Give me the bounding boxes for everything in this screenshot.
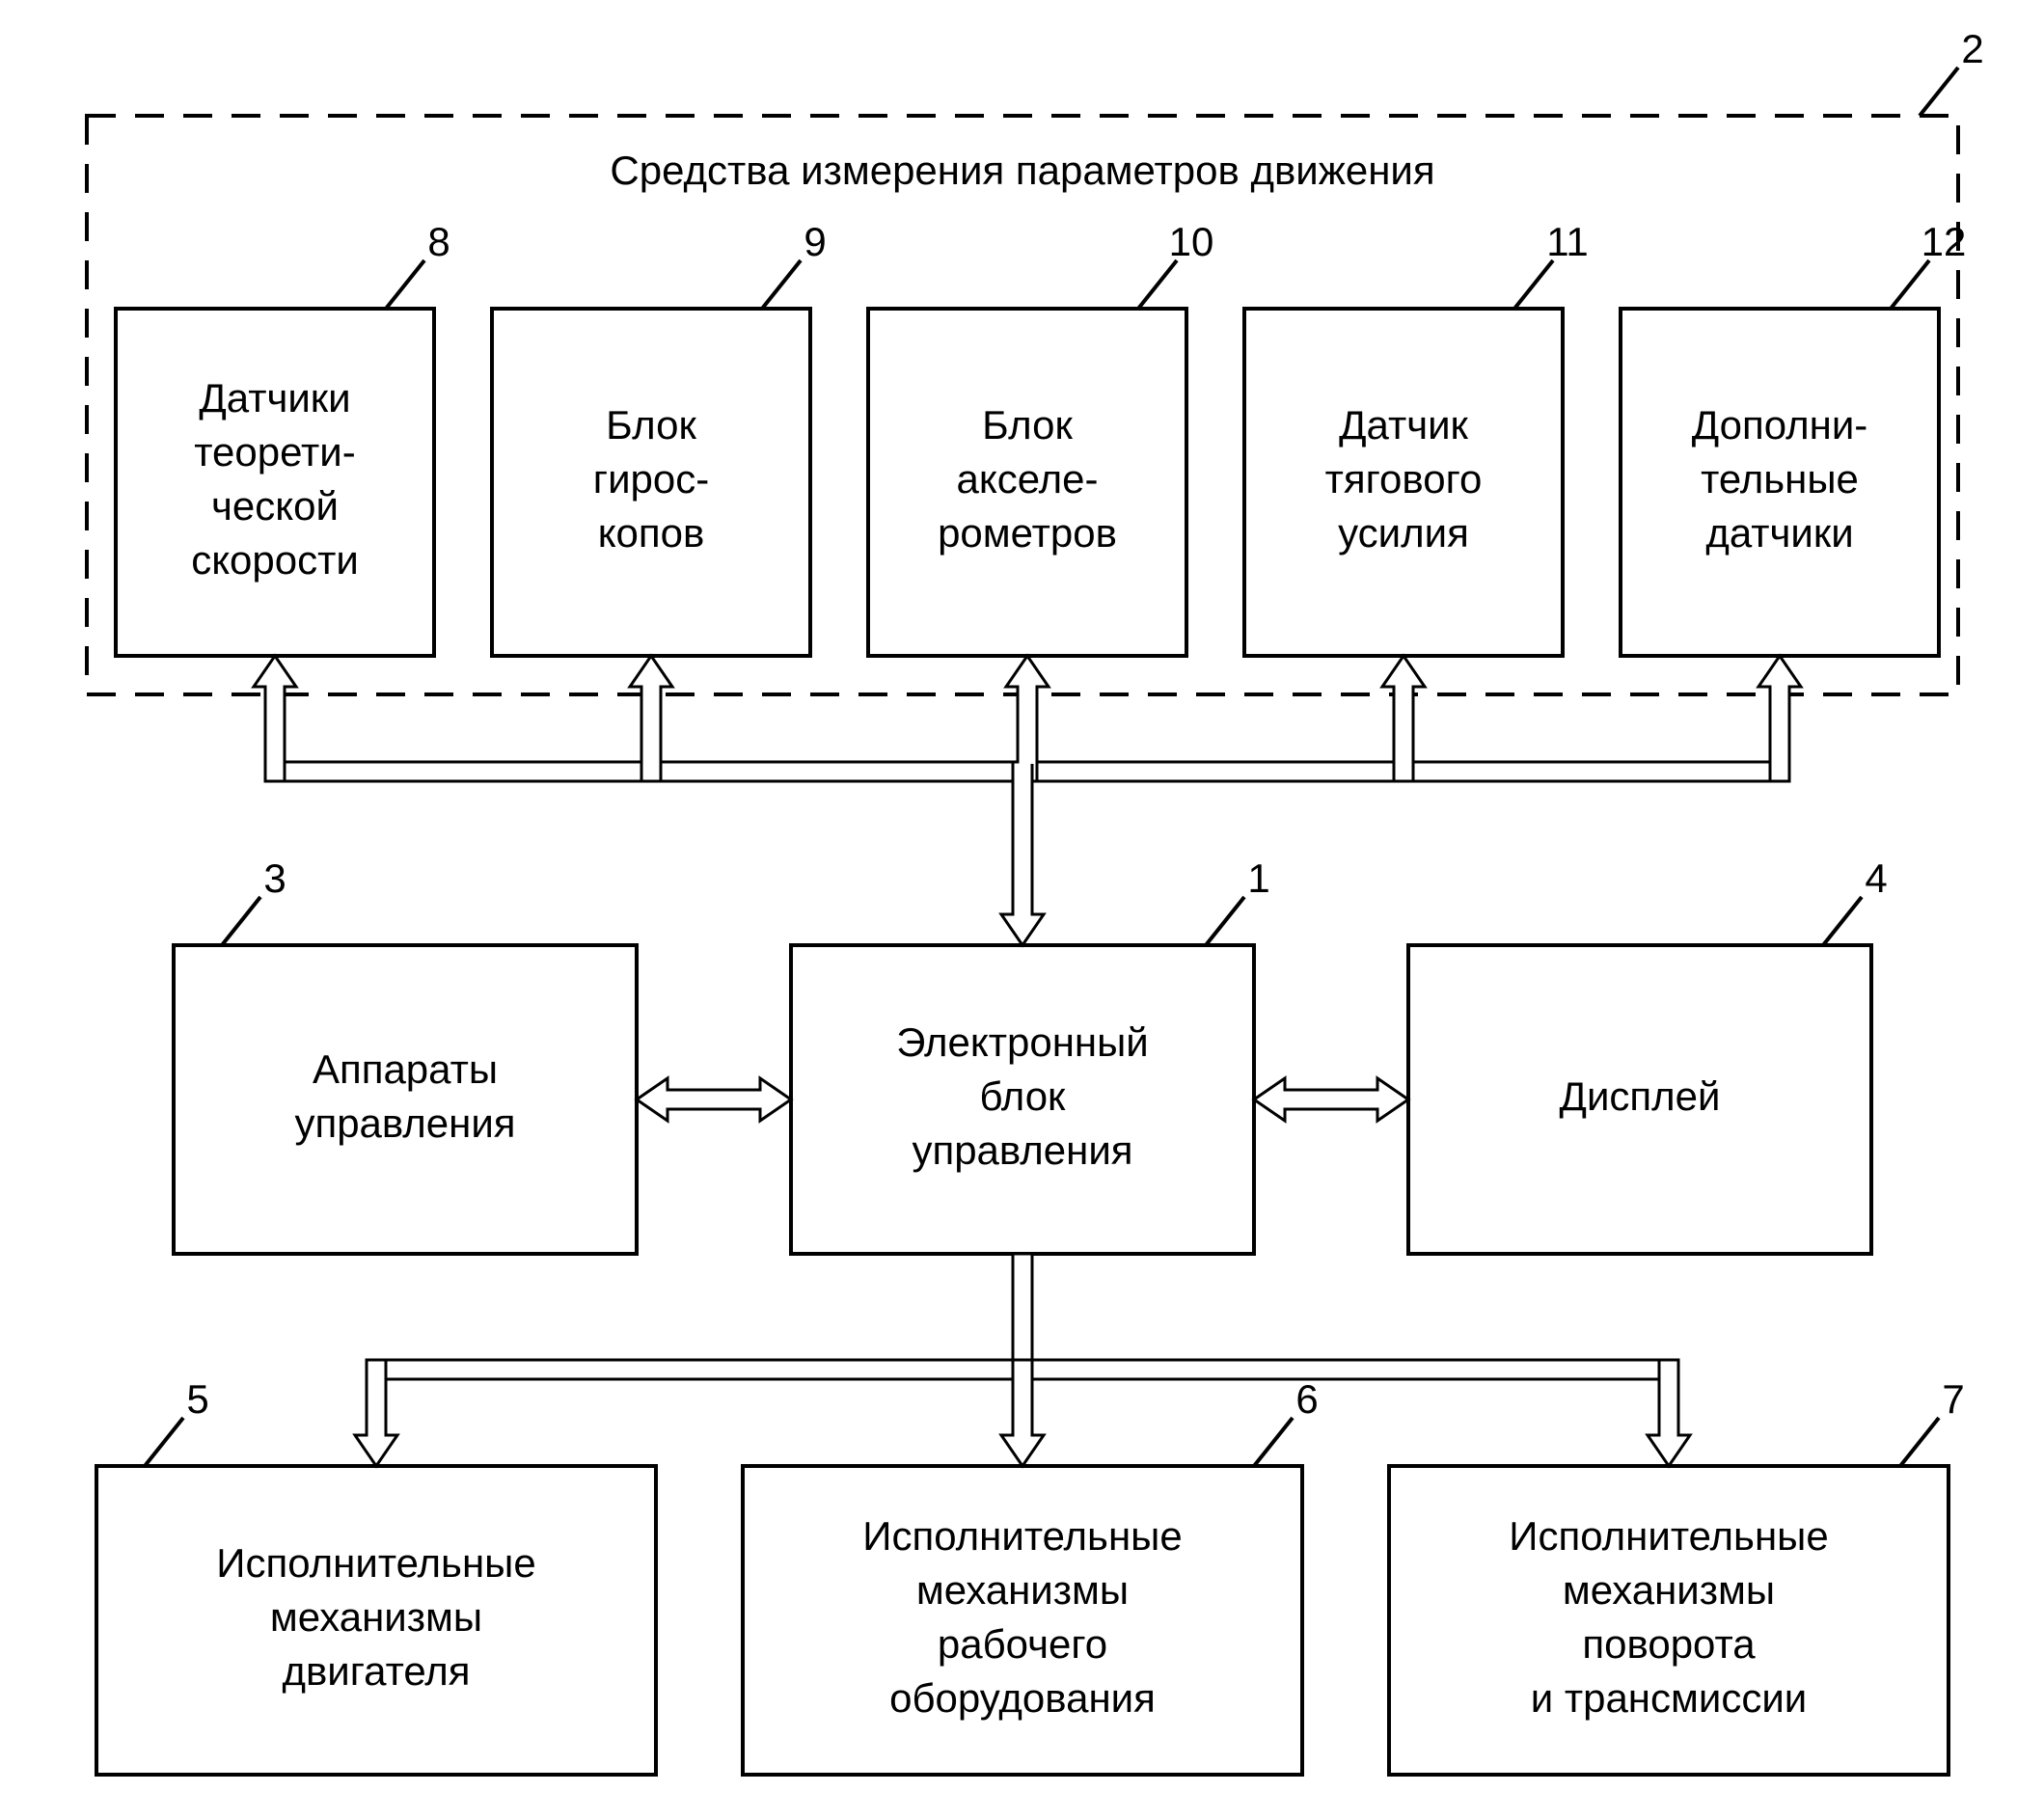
svg-text:акселе-: акселе- (956, 456, 1098, 502)
svg-text:Дисплей: Дисплей (1560, 1073, 1721, 1119)
svg-text:датчики: датчики (1705, 510, 1853, 556)
node-n3 (174, 945, 637, 1254)
svg-text:оборудования: оборудования (889, 1675, 1156, 1721)
svg-text:усилия: усилия (1338, 510, 1469, 556)
svg-text:механизмы: механизмы (270, 1594, 482, 1640)
arrow-n3-n1 (637, 1078, 791, 1121)
svg-text:гирос-: гирос- (593, 456, 709, 502)
svg-text:блок: блок (980, 1073, 1067, 1119)
svg-text:Датчики: Датчики (199, 375, 350, 421)
svg-text:рабочего: рабочего (938, 1621, 1107, 1667)
svg-text:1: 1 (1247, 855, 1269, 901)
svg-text:11: 11 (1546, 219, 1589, 264)
svg-text:двигателя: двигателя (282, 1648, 470, 1694)
svg-text:2: 2 (1961, 26, 1983, 71)
svg-text:Датчик: Датчик (1339, 402, 1468, 448)
svg-text:4: 4 (1865, 855, 1887, 901)
svg-text:Исполнительные: Исполнительные (216, 1540, 535, 1586)
svg-text:ческой: ческой (211, 483, 339, 529)
arrow-n1-n4 (1254, 1078, 1408, 1121)
svg-text:копов: копов (598, 510, 705, 556)
svg-text:Исполнительные: Исполнительные (1509, 1513, 1828, 1559)
svg-text:управления: управления (294, 1100, 515, 1146)
svg-text:теорети-: теорети- (194, 429, 356, 475)
node-n8 (116, 309, 434, 656)
svg-text:Электронный: Электронный (896, 1019, 1149, 1065)
svg-text:механизмы: механизмы (1563, 1567, 1775, 1613)
svg-text:7: 7 (1942, 1376, 1964, 1422)
svg-text:3: 3 (263, 855, 286, 901)
node-n7 (1389, 1466, 1949, 1775)
svg-text:Средства измерения параметров: Средства измерения параметров движения (610, 148, 1434, 193)
svg-text:9: 9 (804, 219, 826, 264)
node-n6 (743, 1466, 1302, 1775)
diagram-root: Средства измерения параметров движения 2 Д… (0, 0, 2044, 1819)
svg-text:тельные: тельные (1701, 456, 1859, 502)
svg-text:Дополни-: Дополни- (1692, 402, 1868, 448)
svg-text:скорости: скорости (191, 537, 359, 583)
arrow-bus-to-n1 (1001, 762, 1044, 945)
svg-text:механизмы: механизмы (916, 1567, 1129, 1613)
svg-text:и трансмиссии: и трансмиссии (1531, 1675, 1808, 1721)
svg-text:5: 5 (186, 1376, 208, 1422)
svg-text:Блок: Блок (606, 402, 696, 448)
svg-text:управления: управления (912, 1127, 1132, 1173)
svg-text:8: 8 (427, 219, 450, 264)
svg-text:рометров: рометров (938, 510, 1117, 556)
svg-text:поворота: поворота (1582, 1621, 1756, 1667)
svg-text:Блок: Блок (982, 402, 1073, 448)
svg-text:10: 10 (1169, 219, 1214, 264)
svg-text:Исполнительные: Исполнительные (862, 1513, 1182, 1559)
svg-text:Аппараты: Аппараты (313, 1046, 498, 1092)
svg-text:12: 12 (1921, 219, 1967, 264)
svg-text:6: 6 (1295, 1376, 1318, 1422)
svg-text:тягового: тягового (1325, 456, 1483, 502)
